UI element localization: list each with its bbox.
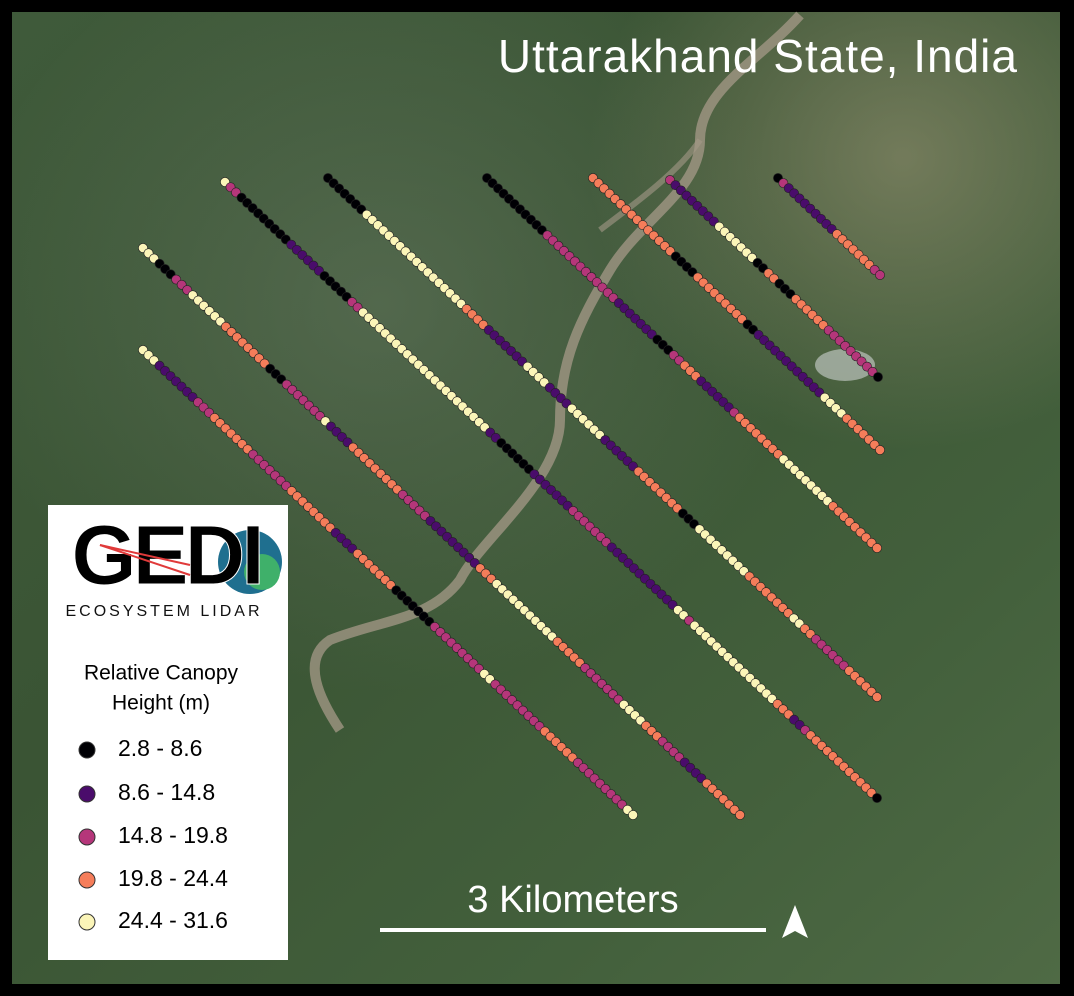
logo-subtitle: ECOSYSTEM LIDAR	[65, 603, 262, 620]
legend-title: Height (m)	[112, 692, 210, 715]
legend-label: 2.8 - 8.6	[118, 735, 202, 761]
logo-text: GEDI	[71, 508, 260, 602]
footprint	[735, 810, 745, 820]
footprint	[875, 270, 885, 280]
gedi-tracks	[138, 173, 885, 820]
footprint	[628, 810, 638, 820]
north-arrow	[782, 905, 808, 938]
footprint	[872, 793, 882, 803]
footprint	[873, 372, 883, 382]
legend-entries: 2.8 - 8.6 8.6 - 14.8 14.8 - 19.8 19.8 - 24.…	[78, 735, 228, 933]
legend-label: 19.8 - 24.4	[118, 865, 228, 891]
river-branch	[598, 138, 703, 233]
scale-label: 3 Kilometers	[467, 879, 678, 921]
legend-label: 24.4 - 31.6	[118, 907, 228, 933]
logo-land	[244, 554, 280, 590]
legend-swatch	[78, 913, 96, 931]
footprint	[872, 543, 882, 553]
map-title: Uttarakhand State, India	[498, 30, 1018, 82]
gedi-logo: GEDI ECOSYSTEM LIDAR	[54, 508, 282, 620]
legend-swatch	[78, 871, 96, 889]
legend-label: 8.6 - 14.8	[118, 779, 215, 805]
river	[309, 11, 804, 733]
footprint	[872, 692, 882, 702]
legend-swatch	[78, 785, 96, 803]
legend-title: Relative Canopy	[84, 662, 239, 685]
logo-laser	[99, 544, 191, 566]
legend-swatch	[78, 741, 96, 759]
logo-laser	[99, 544, 191, 576]
footprint	[875, 445, 885, 455]
legend-swatch	[78, 828, 96, 846]
legend-label: 14.8 - 19.8	[118, 822, 228, 848]
